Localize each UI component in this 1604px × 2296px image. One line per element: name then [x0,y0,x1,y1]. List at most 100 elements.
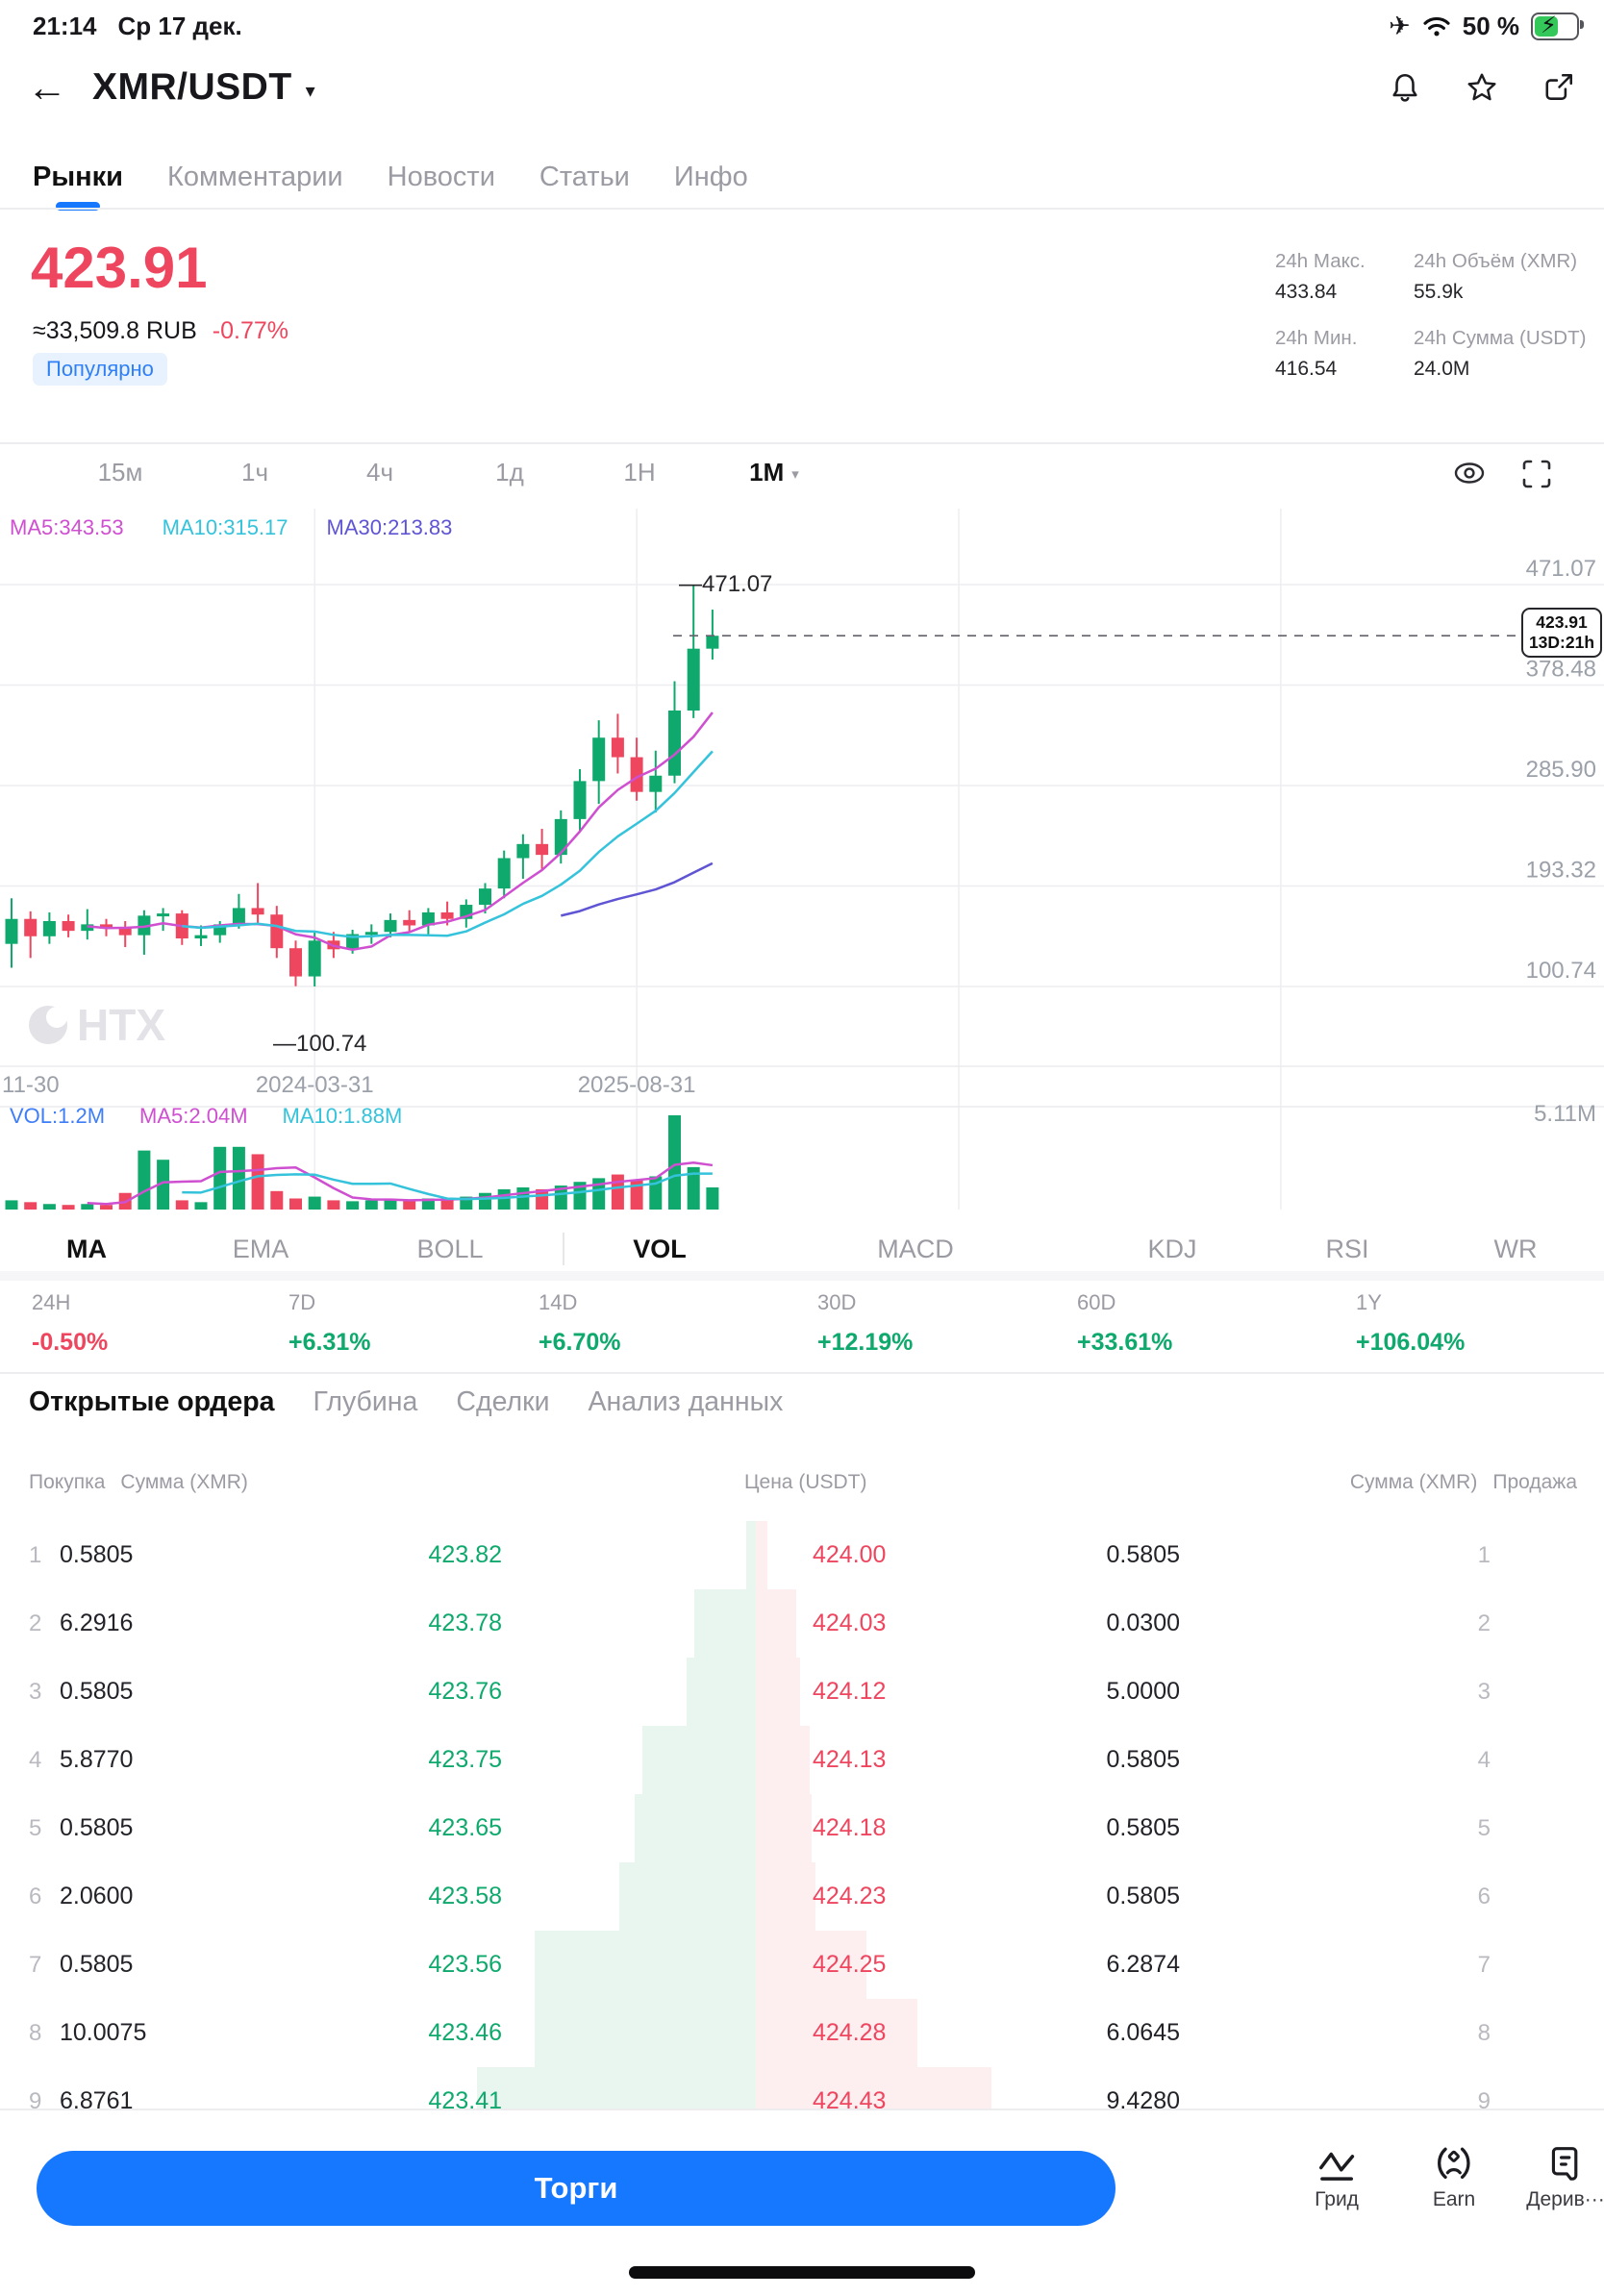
ma-lines-group [87,711,714,952]
favorite-star-icon[interactable] [1466,71,1498,104]
orderbook-tab-1[interactable]: Открытые ордера [29,1386,275,1417]
action-grid-trading[interactable]: Грид [1315,2144,1359,2211]
indicator-tab-ema[interactable]: EMA [232,1235,289,1263]
timeframe-5[interactable]: 1Н [623,458,656,487]
nav-tab-1[interactable]: Рынки [33,162,123,211]
nav-tab-3[interactable]: Новости [387,162,495,192]
candlestick-chart-canvas[interactable]: HTX 471.07 378.48 285.90 193.32 100.74 5.11M 11… [0,505,1604,1221]
timeframe-1[interactable]: 15м [97,458,143,487]
ask-price[interactable]: 424.03 [813,1610,887,1636]
performance-period: 24H [32,1290,71,1314]
timeframe-2[interactable]: 1ч [240,458,269,487]
ask-price[interactable]: 424.28 [813,2019,887,2046]
ask-price[interactable]: 424.18 [813,1814,887,1841]
fiat-row: ≈33,509.8 RUB -0.77% [33,317,288,345]
performance-cell: 24H -0.50% [32,1290,108,1357]
performance-period: 30D [817,1290,857,1314]
vol-legend-value: VOL:1.2M [10,1104,106,1128]
bid-price[interactable]: 423.41 [428,2087,502,2109]
ma-legend: MA5:343.53 MA10:315.17 MA30:213.83 [10,515,452,540]
bid-depth-bar [642,1726,756,1794]
last-price: 423.91 [31,236,208,300]
stat-label: 24h Объём (XMR) [1414,250,1578,272]
orderbook-tab-2[interactable]: Глубина [313,1386,418,1417]
price-chart[interactable]: HTX 471.07 378.48 285.90 193.32 100.74 5.11M 11… [0,505,1604,1221]
bid-price[interactable]: 423.58 [428,1883,502,1909]
high-price-annotation: —471.07 [679,571,772,597]
bid-index: 1 [29,1542,42,1568]
timeframe-6[interactable]: 1М ▾ [749,458,799,487]
wifi-icon [1423,16,1450,37]
bid-amount: 2.0600 [60,1883,134,1909]
ask-price[interactable]: 424.00 [813,1541,887,1568]
x-axis-date: 2024-03-31 [256,1072,374,1098]
y-axis-tick: 100.74 [1526,958,1596,984]
ask-depth-bar [756,1589,796,1658]
bid-price[interactable]: 423.75 [428,1746,502,1773]
indicator-tab-rsi[interactable]: RSI [1325,1235,1369,1263]
performance-period: 14D [539,1290,578,1314]
orderbook-tab-3[interactable]: Сделки [456,1386,550,1417]
chart-settings-eye-icon[interactable] [1452,456,1487,490]
stat-label: 24h Макс. [1275,250,1366,272]
share-icon[interactable] [1542,71,1575,104]
indicator-tab-ma[interactable]: MA [66,1235,107,1263]
chevron-down-icon: ▾ [305,80,315,102]
bid-price[interactable]: 423.56 [428,1951,502,1978]
ask-price[interactable]: 424.12 [813,1678,887,1705]
indicator-tab-macd[interactable]: MACD [877,1235,954,1263]
pair-selector[interactable]: XMR/USDT ▾ [92,66,315,109]
header-amount-right: Сумма (XMR) [1349,1471,1478,1493]
x-axis-date: 11-30 [2,1072,60,1098]
indicator-tab-wr[interactable]: WR [1493,1235,1538,1263]
stat-label: 24h Мин. [1275,327,1358,349]
ask-price[interactable]: 424.43 [813,2087,887,2109]
notification-bell-icon[interactable] [1389,71,1421,104]
orderbook-row: 8 10.0075 423.46 424.28 6.0645 8 [0,1999,1604,2067]
y-axis-tick: 193.32 [1526,858,1596,884]
fullscreen-icon[interactable] [1519,457,1554,491]
ask-price[interactable]: 424.23 [813,1883,887,1909]
ask-index: 5 [1477,1815,1491,1841]
bid-depth-bar [746,1521,756,1589]
ask-price[interactable]: 424.25 [813,1951,887,1978]
ask-depth-bar [756,1999,917,2067]
timeframe-bar: 15м 1ч 4ч 1д 1Н 1М ▾ [0,450,1604,496]
volume-legend: VOL:1.2M MA5:2.04M MA10:1.88M [10,1104,402,1129]
bid-price[interactable]: 423.82 [428,1541,502,1568]
action-earn[interactable]: Earn [1433,2144,1475,2211]
action-derivatives[interactable]: Дерив··· [1526,2144,1604,2211]
back-button[interactable]: ← [27,64,67,110]
ma30-legend: MA30:213.83 [326,515,453,539]
indicator-tab-vol[interactable]: VOL [633,1235,687,1263]
performance-cell: 30D +12.19% [817,1290,913,1357]
bid-price[interactable]: 423.76 [428,1678,502,1705]
ask-index: 9 [1477,2088,1491,2109]
stat-label: 24h Сумма (USDT) [1414,327,1587,349]
performance-summary: 24H -0.50% 7D +6.31% 14D +6.70% 30D +12.19% 60D +… [0,1290,1604,1367]
nav-tab-2[interactable]: Комментарии [166,162,343,192]
stat-value: 416.54 [1275,358,1338,380]
orderbook-row: 5 0.5805 423.65 424.18 0.5805 5 [0,1794,1604,1862]
timeframe-4[interactable]: 1д [495,458,524,487]
gridlines-group [0,509,1604,1210]
indicator-tab-kdj[interactable]: KDJ [1147,1235,1197,1263]
bid-price[interactable]: 423.78 [428,1610,502,1636]
ask-price[interactable]: 424.13 [813,1746,887,1773]
home-indicator[interactable] [629,2266,975,2279]
indicator-tab-boll[interactable]: BOLL [416,1235,484,1263]
charging-bolt-icon: ⚡ [1541,12,1557,38]
y-axis-tick: 285.90 [1526,757,1596,783]
orderbook-row: 1 0.5805 423.82 424.00 0.5805 1 [0,1521,1604,1589]
orderbook-tab-4[interactable]: Анализ данных [588,1386,784,1417]
divider [0,208,1604,210]
nav-tab-5[interactable]: Инфо [673,162,748,192]
bid-price[interactable]: 423.46 [428,2019,502,2046]
timeframe-3[interactable]: 4ч [365,458,394,487]
nav-tab-4[interactable]: Статьи [539,162,630,192]
ask-amount: 0.5805 [1106,1814,1180,1841]
bid-price[interactable]: 423.65 [428,1814,502,1841]
earn-icon [1434,2144,1474,2184]
trade-button[interactable]: Торги [37,2151,1115,2226]
vol-ma5-legend: MA5:2.04M [139,1104,248,1128]
